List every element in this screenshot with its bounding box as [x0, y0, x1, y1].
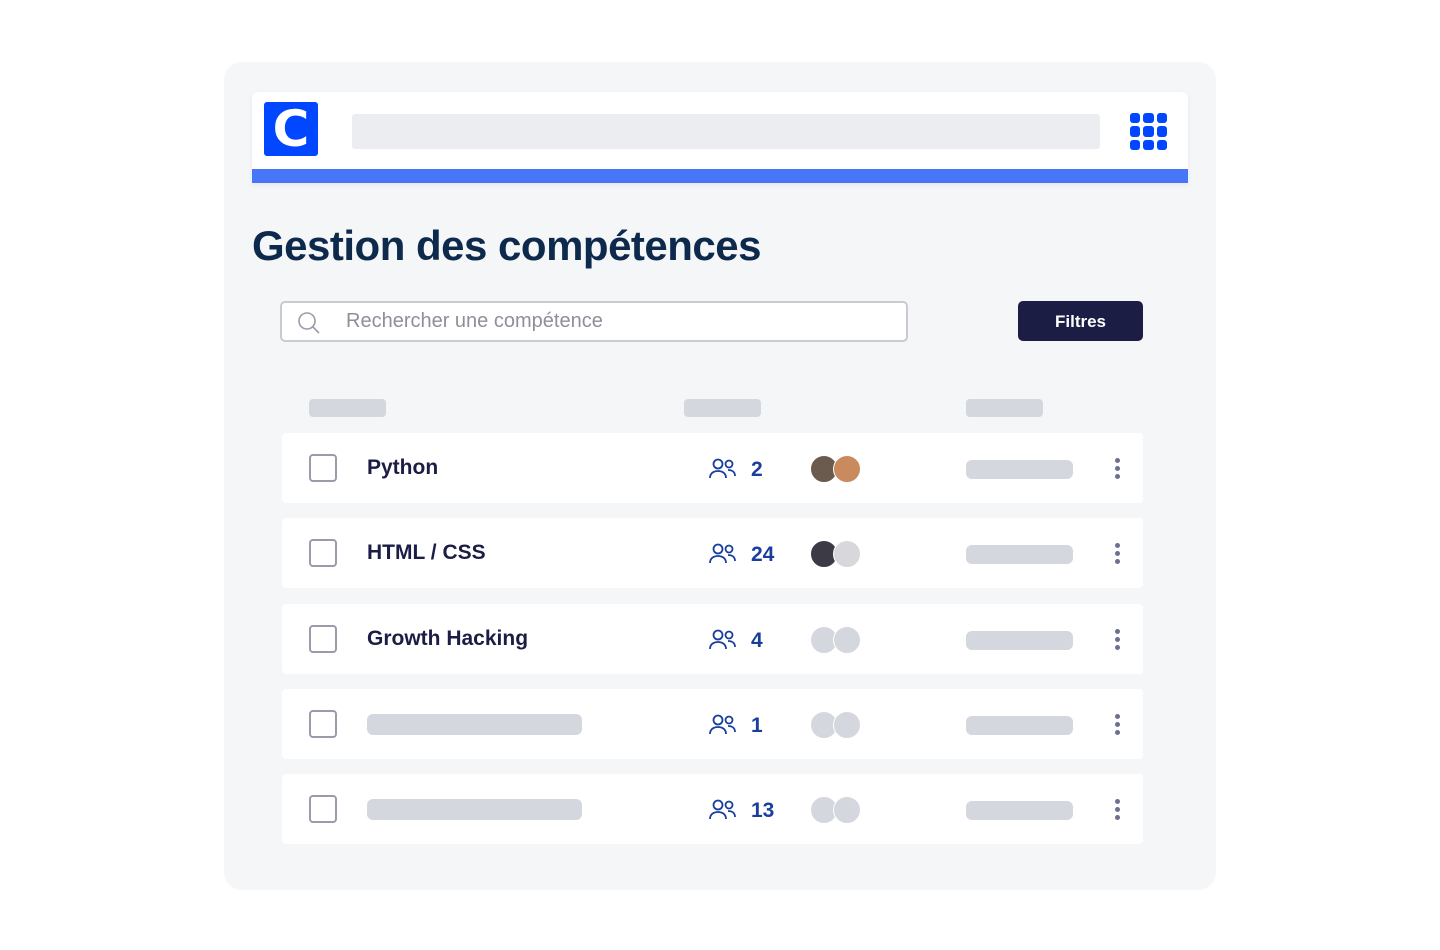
level-placeholder: [966, 545, 1073, 564]
header-accent-bar: [252, 169, 1188, 183]
table-row[interactable]: 13: [282, 774, 1143, 844]
avatar[interactable]: [833, 455, 861, 483]
avatar[interactable]: [810, 796, 838, 824]
row-checkbox[interactable]: [309, 710, 337, 738]
users-icon: [709, 543, 736, 564]
search-placeholder: Rechercher une compétence: [346, 310, 603, 332]
users-icon: [709, 458, 736, 479]
more-options-icon[interactable]: [1115, 458, 1121, 482]
skill-name: HTML / CSS: [367, 541, 486, 564]
more-options-icon[interactable]: [1115, 629, 1121, 653]
table-row[interactable]: 1: [282, 689, 1143, 759]
skill-name-placeholder: [367, 714, 582, 735]
more-options-icon[interactable]: [1115, 543, 1121, 567]
search-input[interactable]: Rechercher une compétence: [280, 301, 908, 342]
more-options-icon[interactable]: [1115, 714, 1121, 738]
table-row[interactable]: Growth Hacking 4: [282, 604, 1143, 674]
skill-name-placeholder: [367, 799, 582, 820]
skill-name: Python: [367, 456, 439, 479]
users-icon: [709, 799, 736, 820]
member-count: 24: [751, 543, 775, 566]
row-checkbox[interactable]: [309, 795, 337, 823]
header-placeholder: [352, 114, 1100, 149]
users-icon: [709, 714, 736, 735]
column-header-placeholder: [966, 399, 1043, 417]
column-header-placeholder: [309, 399, 386, 417]
member-count: 4: [751, 629, 763, 652]
level-placeholder: [966, 631, 1073, 650]
search-icon: [298, 312, 320, 334]
table-row[interactable]: HTML / CSS 24: [282, 518, 1143, 588]
level-placeholder: [966, 460, 1073, 479]
skill-name: Growth Hacking: [367, 627, 529, 650]
level-placeholder: [966, 801, 1073, 820]
row-checkbox[interactable]: [309, 454, 337, 482]
column-header-placeholder: [684, 399, 761, 417]
row-checkbox[interactable]: [309, 539, 337, 567]
level-placeholder: [966, 716, 1073, 735]
member-count: 1: [751, 714, 763, 737]
avatar[interactable]: [833, 626, 861, 654]
users-icon: [709, 629, 736, 650]
logo[interactable]: C: [264, 102, 318, 156]
member-count: 13: [751, 799, 775, 822]
table-row[interactable]: Python 2: [282, 433, 1143, 503]
member-count: 2: [751, 458, 763, 481]
filters-button[interactable]: Filtres: [1018, 301, 1143, 341]
row-checkbox[interactable]: [309, 625, 337, 653]
page-title: Gestion des compétences: [252, 222, 762, 269]
more-options-icon[interactable]: [1115, 799, 1121, 823]
apps-grid-icon[interactable]: [1130, 113, 1167, 150]
avatar[interactable]: [833, 711, 861, 739]
avatar[interactable]: [833, 796, 861, 824]
avatar[interactable]: [833, 540, 861, 568]
